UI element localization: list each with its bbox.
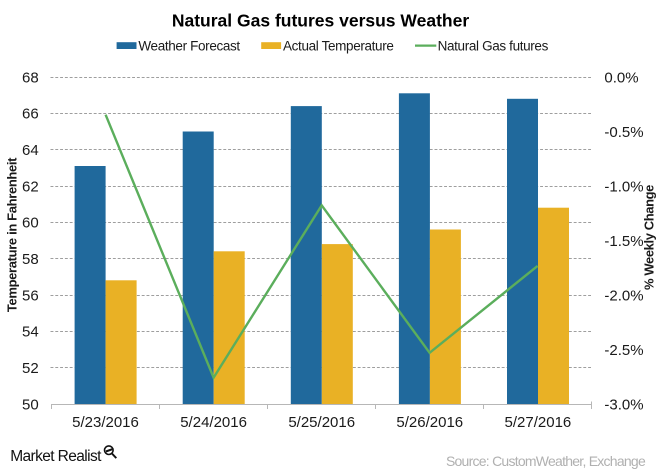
svg-text:-1.0%: -1.0% bbox=[604, 178, 643, 195]
svg-text:0.0%: 0.0% bbox=[604, 69, 638, 86]
svg-text:52: 52 bbox=[22, 360, 39, 377]
svg-text:54: 54 bbox=[22, 324, 39, 341]
svg-text:5/27/2016: 5/27/2016 bbox=[505, 414, 572, 431]
svg-text:64: 64 bbox=[22, 142, 39, 159]
svg-text:-2.5%: -2.5% bbox=[604, 342, 643, 359]
svg-text:Source: CustomWeather, Exchang: Source: CustomWeather, Exchange bbox=[446, 453, 646, 469]
svg-text:Natural Gas futures: Natural Gas futures bbox=[438, 39, 549, 54]
svg-text:-2.0%: -2.0% bbox=[604, 287, 643, 304]
svg-text:58: 58 bbox=[22, 251, 39, 268]
svg-text:56: 56 bbox=[22, 287, 39, 304]
svg-text:Actual Temperature: Actual Temperature bbox=[283, 39, 394, 54]
svg-text:50: 50 bbox=[22, 396, 39, 413]
svg-text:% Weekly Change: % Weekly Change bbox=[641, 185, 656, 290]
svg-text:5/26/2016: 5/26/2016 bbox=[396, 414, 463, 431]
svg-text:Natural Gas futures versus Wea: Natural Gas futures versus Weather bbox=[172, 10, 469, 30]
svg-text:-0.5%: -0.5% bbox=[604, 124, 643, 141]
svg-text:Market Realist: Market Realist bbox=[10, 448, 102, 465]
svg-text:5/25/2016: 5/25/2016 bbox=[288, 414, 355, 431]
svg-text:66: 66 bbox=[22, 106, 39, 123]
svg-text:68: 68 bbox=[22, 69, 39, 86]
svg-text:5/24/2016: 5/24/2016 bbox=[180, 414, 247, 431]
svg-text:5/23/2016: 5/23/2016 bbox=[72, 414, 139, 431]
svg-text:-1.5%: -1.5% bbox=[604, 233, 643, 250]
svg-text:60: 60 bbox=[22, 215, 39, 232]
svg-text:Temperature in Fahrenheit: Temperature in Fahrenheit bbox=[4, 157, 19, 312]
svg-text:Weather Forecast: Weather Forecast bbox=[138, 39, 240, 54]
svg-text:62: 62 bbox=[22, 178, 39, 195]
svg-text:-3.0%: -3.0% bbox=[604, 396, 643, 413]
